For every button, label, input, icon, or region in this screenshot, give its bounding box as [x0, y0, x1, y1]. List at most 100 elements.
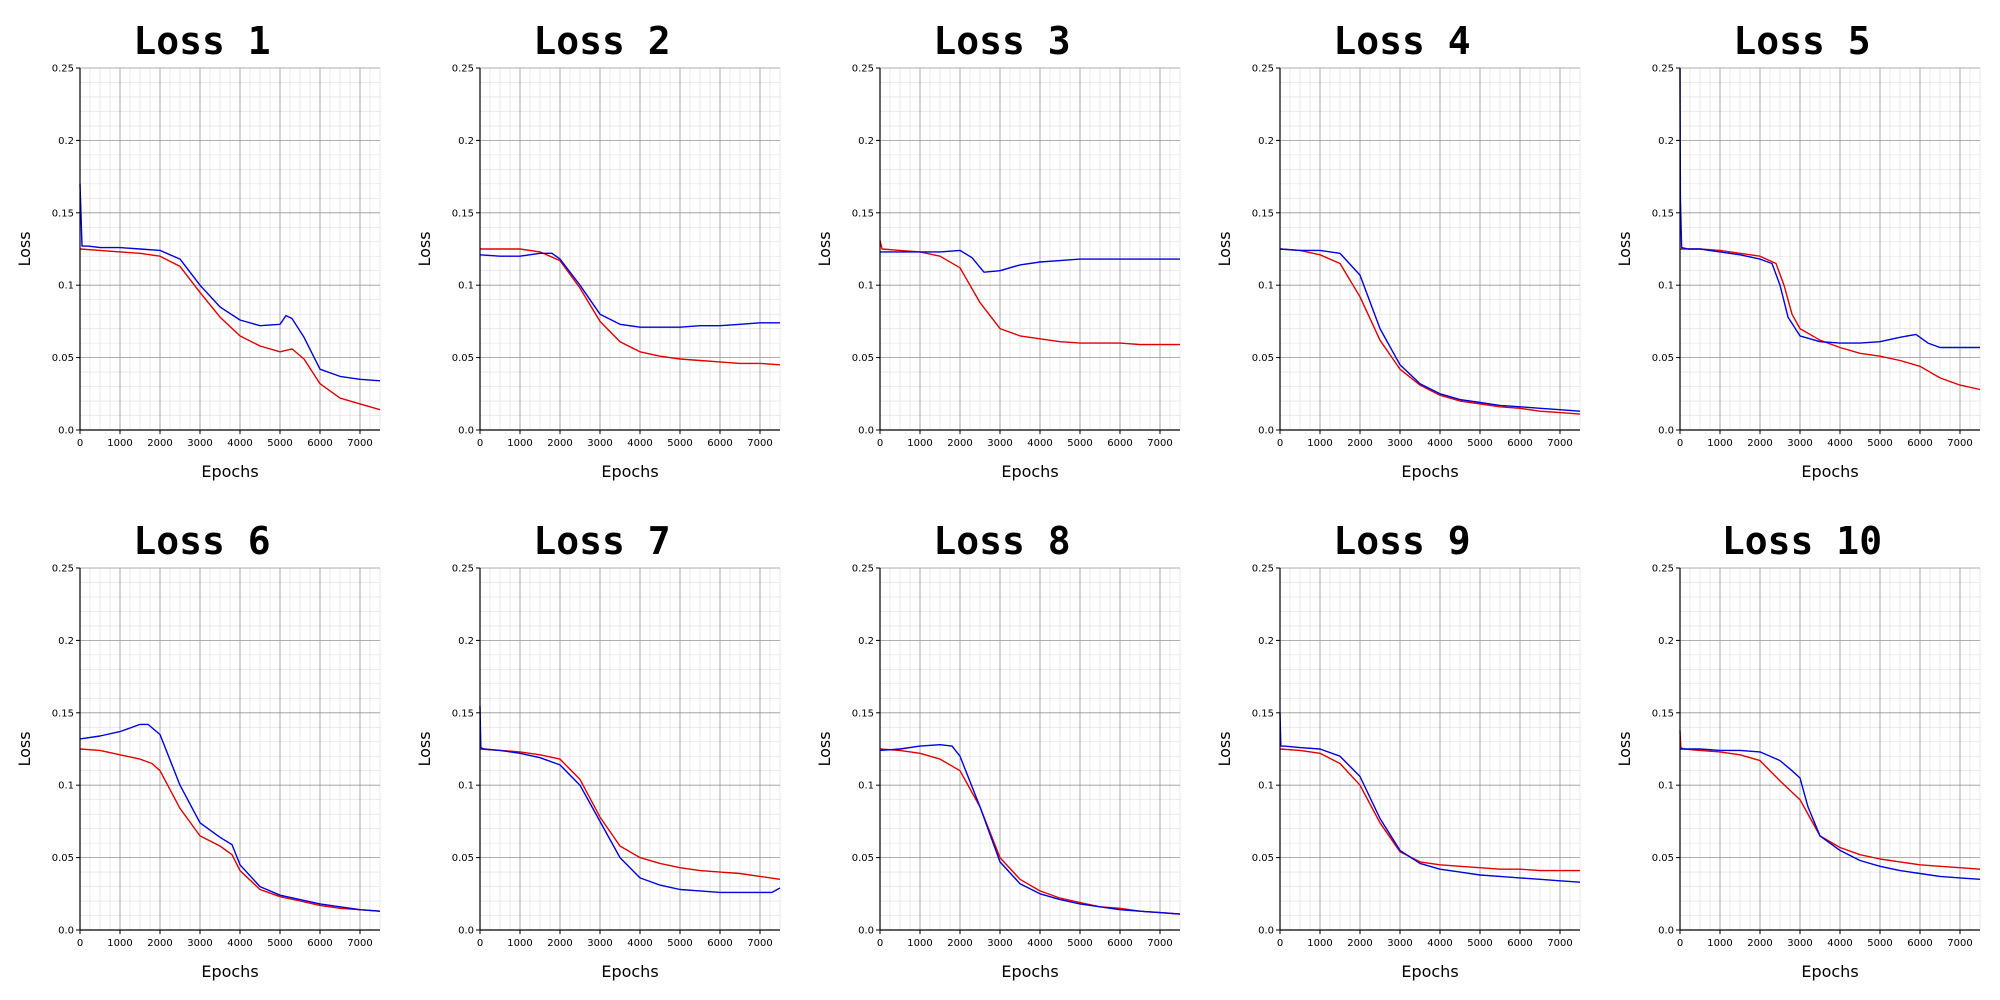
series-line-blue — [879, 744, 1181, 915]
x-tick-label: 7000 — [1147, 438, 1172, 449]
x-tick-label: 7000 — [347, 938, 372, 949]
y-tick-label: 0.2 — [858, 636, 874, 647]
x-tick-label: 7000 — [347, 438, 372, 449]
x-tick-label: 4000 — [1027, 438, 1052, 449]
series-line-blue — [880, 249, 1180, 273]
subplot-title: Loss 6 — [133, 519, 270, 563]
x-tick-label: 1000 — [507, 438, 532, 449]
series-line-blue — [1680, 748, 1981, 880]
x-tick-label: 1000 — [1307, 938, 1332, 949]
x-tick-label: 2000 — [547, 938, 572, 949]
major-grid — [79, 67, 380, 431]
x-axis-label: Epochs — [1801, 462, 1858, 481]
x-axis-label: Epochs — [1401, 462, 1458, 481]
y-tick-label: 0.05 — [452, 353, 474, 364]
x-tick-label: 5000 — [1867, 438, 1892, 449]
y-axis-label: Loss — [415, 731, 434, 766]
x-axis-label: Epochs — [601, 962, 658, 981]
x-tick-label: 0 — [77, 438, 83, 449]
x-tick-label: 2000 — [947, 938, 972, 949]
x-tick-label: 1000 — [1707, 438, 1732, 449]
x-tick-label: 5000 — [1067, 938, 1092, 949]
x-tick-label: 0 — [877, 438, 883, 449]
series-line-blue — [79, 183, 381, 382]
y-tick-label: 0.25 — [1652, 64, 1674, 75]
series-line-blue — [1679, 67, 1980, 349]
subplot-9: Loss 9 0 1000 2000 3000 4000 5000 6000 7000 0.0 0.… — [1215, 519, 1581, 981]
x-tick-label: 6000 — [1907, 438, 1932, 449]
y-tick-label: 0.25 — [1252, 564, 1274, 575]
x-axis-label: Epochs — [201, 962, 258, 981]
x-tick-label: 3000 — [1787, 938, 1812, 949]
series-line-red — [1279, 248, 1581, 415]
x-axis-label: Epochs — [1001, 462, 1058, 481]
x-tick-label: 4000 — [227, 938, 252, 949]
x-tick-label: 3000 — [587, 938, 612, 949]
x-tick-label: 2000 — [547, 438, 572, 449]
y-tick-label: 0.1 — [858, 281, 874, 292]
y-tick-label: 0.0 — [1258, 426, 1274, 437]
series-line-red — [1680, 248, 1981, 391]
y-tick-label: 0.15 — [852, 708, 874, 719]
x-tick-label: 4000 — [627, 438, 652, 449]
y-tick-label: 0.0 — [458, 426, 474, 437]
x-tick-label: 6000 — [707, 938, 732, 949]
x-tick-label: 5000 — [267, 438, 292, 449]
y-tick-label: 0.0 — [458, 926, 474, 937]
y-tick-label: 0.1 — [1258, 781, 1274, 792]
series-line-red — [79, 248, 381, 411]
x-tick-label: 2000 — [1347, 938, 1372, 949]
y-tick-label: 0.05 — [52, 853, 74, 864]
x-tick-label: 0 — [477, 938, 483, 949]
y-tick-label: 0.05 — [52, 353, 74, 364]
y-tick-label: 0.0 — [1258, 926, 1274, 937]
y-tick-label: 0.15 — [1252, 708, 1274, 719]
major-grid — [479, 567, 780, 931]
x-tick-label: 1000 — [1307, 438, 1332, 449]
y-tick-label: 0.0 — [1658, 426, 1674, 437]
minor-grid — [79, 567, 381, 931]
y-axis-label: Loss — [15, 731, 34, 766]
x-tick-label: 5000 — [1867, 938, 1892, 949]
x-tick-label: 7000 — [747, 938, 772, 949]
x-tick-label: 4000 — [627, 938, 652, 949]
x-tick-label: 6000 — [1107, 938, 1132, 949]
series-line-blue — [79, 723, 381, 912]
y-tick-label: 0.25 — [52, 564, 74, 575]
x-tick-label: 2000 — [1747, 938, 1772, 949]
y-tick-label: 0.25 — [452, 64, 474, 75]
y-tick-label: 0.0 — [1658, 926, 1674, 937]
x-axis-label: Epochs — [1801, 962, 1858, 981]
y-tick-label: 0.1 — [1658, 281, 1674, 292]
y-tick-label: 0.15 — [52, 208, 74, 219]
y-tick-label: 0.1 — [58, 781, 74, 792]
x-tick-label: 2000 — [147, 938, 172, 949]
x-tick-label: 0 — [1677, 438, 1683, 449]
series-line-blue — [1279, 248, 1581, 412]
y-axis-label: Loss — [815, 731, 834, 766]
series-line-blue — [1279, 712, 1581, 883]
x-tick-label: 6000 — [307, 438, 332, 449]
y-tick-label: 0.25 — [852, 64, 874, 75]
x-tick-label: 5000 — [1467, 938, 1492, 949]
x-tick-label: 1000 — [507, 938, 532, 949]
x-tick-label: 0 — [77, 938, 83, 949]
x-tick-label: 7000 — [1547, 938, 1572, 949]
minor-grid — [479, 567, 781, 931]
x-tick-label: 1000 — [107, 938, 132, 949]
y-tick-label: 0.1 — [858, 781, 874, 792]
y-tick-label: 0.25 — [1252, 64, 1274, 75]
x-tick-label: 4000 — [1827, 938, 1852, 949]
x-tick-label: 2000 — [147, 438, 172, 449]
y-tick-label: 0.2 — [1258, 136, 1274, 147]
subplot-title: Loss 9 — [1333, 519, 1470, 563]
y-tick-label: 0.1 — [1658, 781, 1674, 792]
y-tick-label: 0.2 — [58, 636, 74, 647]
y-tick-label: 0.1 — [458, 781, 474, 792]
series-line-red — [1679, 730, 1981, 870]
minor-grid — [1279, 67, 1581, 431]
x-tick-label: 7000 — [1947, 438, 1972, 449]
y-tick-label: 0.15 — [1252, 208, 1274, 219]
x-tick-label: 0 — [1277, 938, 1283, 949]
